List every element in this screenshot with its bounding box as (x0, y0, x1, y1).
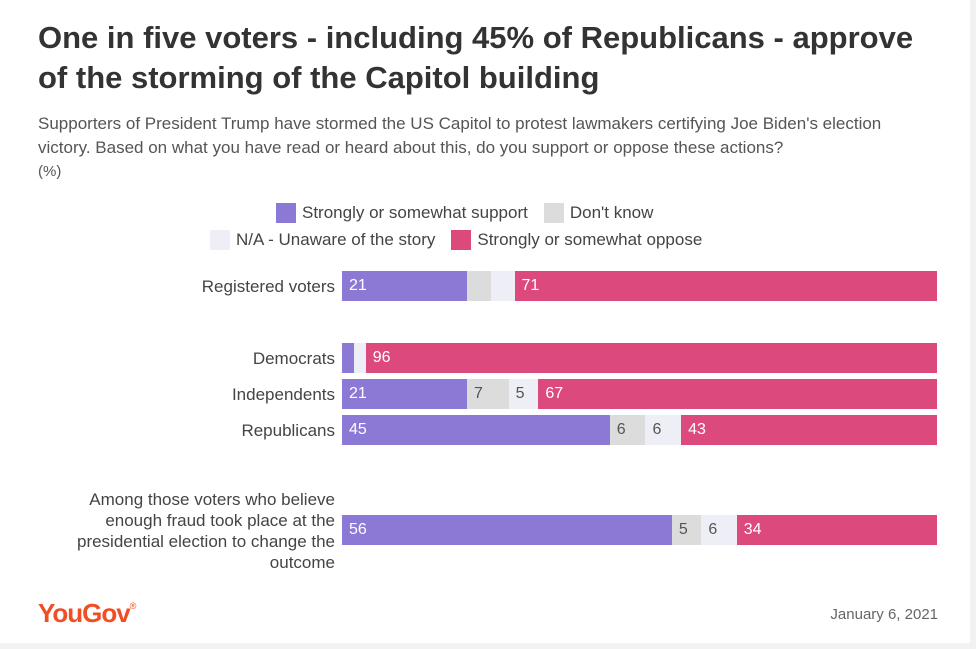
chart-title: One in five voters - including 45% of Re… (38, 20, 914, 95)
legend-row: N/A - Unaware of the story Strongly or so… (210, 230, 718, 250)
legend-swatch (276, 203, 296, 223)
legend-label: Don't know (569, 203, 654, 222)
data-label: 67 (545, 385, 564, 402)
bar-segment: 56 (342, 515, 672, 545)
bar-segment: 6 (701, 515, 737, 545)
data-label: 34 (743, 521, 762, 538)
yougov-logo: YouGov® (38, 598, 137, 629)
question-text: Supporters of President Trump have storm… (38, 114, 882, 157)
data-label: 45 (349, 421, 367, 438)
data-label: 6 (652, 421, 662, 438)
legend-item: Strongly or somewhat oppose (451, 230, 702, 250)
legend-item: Don't know (543, 203, 654, 223)
stacked-bar: 56 5 6 34 (342, 515, 937, 545)
legend-label: N/A - Unaware of the story (236, 230, 436, 249)
data-label: 43 (688, 421, 706, 438)
bar-segment: 6 (645, 415, 682, 445)
bar-segment: 67 (538, 379, 937, 409)
bar-segment: 21 (342, 271, 467, 301)
bar-segment: 96 (365, 343, 937, 373)
bar-segment (342, 343, 354, 373)
legend-row: Strongly or somewhat support Don't know (276, 203, 669, 223)
legend-swatch (451, 230, 472, 250)
data-label: 96 (372, 349, 391, 366)
bar-segment: 5 (671, 515, 702, 545)
data-label: 6 (708, 521, 718, 538)
logo-mark: ® (129, 601, 137, 611)
data-label: 21 (349, 277, 367, 294)
data-label: 71 (521, 277, 540, 294)
legend-item: Strongly or somewhat support (276, 203, 528, 223)
category-label: Independents (231, 385, 335, 404)
stacked-bar: 45 6 6 43 (342, 415, 937, 445)
bar-segment (466, 271, 491, 301)
stacked-bar: 21 71 (342, 271, 937, 301)
chart-subtitle: Supporters of President Trump have storm… (38, 112, 938, 184)
bar-segment: 6 (609, 415, 646, 445)
data-label: 6 (616, 421, 626, 438)
legend-swatch (543, 203, 564, 223)
publish-date: January 6, 2021 (830, 606, 938, 623)
bar-segment: 71 (514, 271, 937, 301)
legend-item: N/A - Unaware of the story (210, 230, 435, 250)
data-label: 21 (349, 385, 367, 402)
category-label: Registered voters (201, 277, 335, 296)
legend-swatch (210, 230, 230, 250)
bar-segment: 34 (736, 515, 937, 545)
category-label: Among those voters who believe enough fr… (76, 490, 335, 572)
bar-segment (490, 271, 515, 301)
data-label: 5 (515, 385, 525, 402)
logo-text: YouGov (38, 598, 131, 628)
stacked-bar: 96 (342, 343, 937, 373)
stacked-bar: 21 7 5 67 (342, 379, 937, 409)
legend-label: Strongly or somewhat support (302, 203, 528, 222)
data-label: 7 (473, 385, 483, 402)
bar-segment: 43 (681, 415, 937, 445)
data-label: 5 (678, 521, 688, 538)
category-label: Democrats (252, 349, 335, 368)
bar-segment: 7 (466, 379, 509, 409)
legend-label: Strongly or somewhat oppose (477, 230, 703, 249)
bar-segment: 5 (508, 379, 539, 409)
unit-label: (%) (38, 163, 62, 180)
bar-segment: 21 (342, 379, 467, 409)
category-label: Republicans (241, 421, 335, 440)
data-label: 56 (349, 521, 367, 538)
bar-segment (353, 343, 366, 373)
bar-segment: 45 (342, 415, 610, 445)
